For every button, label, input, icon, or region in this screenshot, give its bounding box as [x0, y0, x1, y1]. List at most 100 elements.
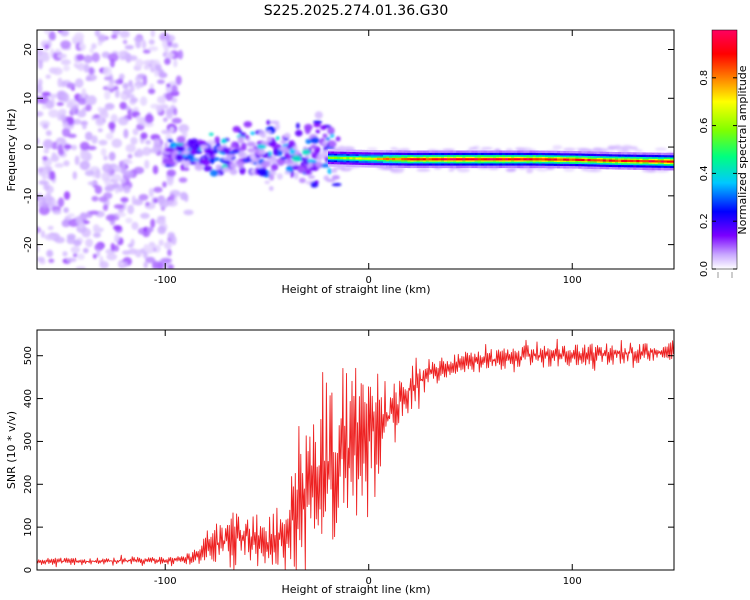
speckle-blob: [169, 193, 175, 201]
ridge-segment: [358, 157, 362, 160]
speckle-blob: [63, 144, 73, 150]
ridge-segment: [547, 158, 552, 161]
ridge-segment: [669, 160, 674, 163]
speckle-blob: [61, 127, 71, 137]
cluster-blob: [190, 138, 199, 146]
halo-blob: [536, 168, 549, 172]
speckle-blob: [79, 150, 88, 161]
speckle-blob: [138, 194, 149, 201]
ridge-segment: [450, 158, 454, 161]
ridge-segment: [663, 160, 668, 163]
halo-blob: [607, 145, 616, 151]
halo-blob: [448, 169, 455, 172]
speckle-blob: [82, 247, 89, 254]
cluster-blob: [331, 182, 342, 187]
cluster-blob: [313, 120, 323, 125]
cluster-blob: [314, 111, 323, 119]
x-tick-label: -100: [154, 576, 177, 587]
speckle-blob: [125, 217, 133, 224]
speckle-blob: [142, 40, 147, 50]
speckle-blob: [85, 104, 92, 112]
ridge-segment: [578, 158, 582, 161]
speckle-blob: [44, 233, 56, 241]
colorbar-tick-label: 0.2: [699, 213, 710, 229]
cluster-blob: [162, 158, 172, 165]
snr-frame: [36, 329, 675, 571]
y-tick-label: 10: [23, 92, 34, 105]
speckle-blob: [42, 175, 47, 180]
speckle-blob: [101, 171, 111, 182]
speckle-blob: [154, 64, 162, 71]
ridge-segment: [514, 158, 518, 161]
ridge-segment: [428, 158, 433, 161]
speckle-blob: [140, 212, 150, 219]
ridge-segment: [477, 158, 481, 161]
spectrogram-heatmap: [37, 30, 674, 269]
cluster-blob: [237, 136, 245, 144]
ridge-segment: [453, 158, 457, 161]
speckle-blob: [62, 251, 68, 257]
speckle-blob: [37, 200, 42, 208]
ridge-segment: [624, 159, 628, 162]
speckle-blob: [150, 218, 156, 228]
speckle-blob: [54, 163, 64, 168]
speckle-blob: [37, 83, 43, 94]
x-tick-label: -100: [154, 275, 177, 286]
speckle-blob: [42, 139, 54, 150]
cluster-blob: [244, 135, 250, 139]
ridge-segment: [407, 158, 411, 161]
cluster-blob: [284, 171, 292, 175]
cluster-blob: [310, 144, 318, 149]
ridge-segment: [596, 159, 600, 162]
speckle-blob: [120, 178, 127, 184]
speckle-blob: [83, 63, 90, 73]
halo-blob: [552, 145, 563, 150]
colorbar-tick-label: 0.8: [699, 70, 710, 86]
ridge-segment: [376, 157, 381, 160]
speckle-blob: [156, 79, 165, 85]
ridge-segment: [526, 158, 530, 161]
speckle-blob: [61, 113, 66, 123]
colorbar-tick-label: 0.0: [699, 261, 710, 277]
speckle-blob: [42, 54, 50, 62]
speckle-blob: [94, 30, 101, 37]
cluster-blob: [215, 164, 222, 171]
speckle-blob: [178, 124, 190, 133]
cluster-blob: [315, 129, 321, 134]
halo-blob: [366, 147, 378, 151]
speckle-blob: [161, 129, 172, 135]
ridge-segment: [349, 157, 353, 160]
cluster-blob: [267, 151, 272, 157]
speckle-blob: [143, 122, 154, 128]
snr-plot-area: [37, 330, 674, 570]
cluster-blob: [247, 148, 257, 153]
cluster-blob: [279, 140, 288, 144]
speckle-blob: [145, 256, 156, 264]
speckle-blob: [164, 57, 171, 65]
speckle-blob: [43, 149, 50, 154]
speckle-blob: [169, 126, 175, 133]
ridge-segment: [627, 159, 631, 162]
speckle-blob: [119, 261, 125, 267]
speckle-blob: [37, 111, 44, 117]
ridge-segment: [550, 158, 555, 161]
speckle-blob: [98, 196, 108, 203]
speckle-blob: [63, 160, 70, 167]
cluster-blob: [275, 136, 280, 141]
speckle-blob: [66, 233, 76, 240]
ridge-segment: [636, 160, 640, 163]
ridge-segment: [413, 158, 417, 161]
speckle-blob: [145, 201, 150, 207]
speckle-blob: [40, 230, 46, 239]
cluster-blob: [327, 140, 337, 148]
cluster-blob: [177, 145, 186, 153]
ridge-segment: [633, 159, 637, 163]
ridge-segment: [395, 158, 399, 161]
y-tick-label: 0: [23, 567, 34, 573]
cluster-blob: [335, 136, 341, 142]
speckle-blob: [72, 171, 78, 180]
cluster-blob: [321, 143, 328, 147]
halo-blob: [340, 146, 351, 149]
speckle-blob: [111, 184, 120, 189]
cluster-blob: [257, 144, 267, 150]
